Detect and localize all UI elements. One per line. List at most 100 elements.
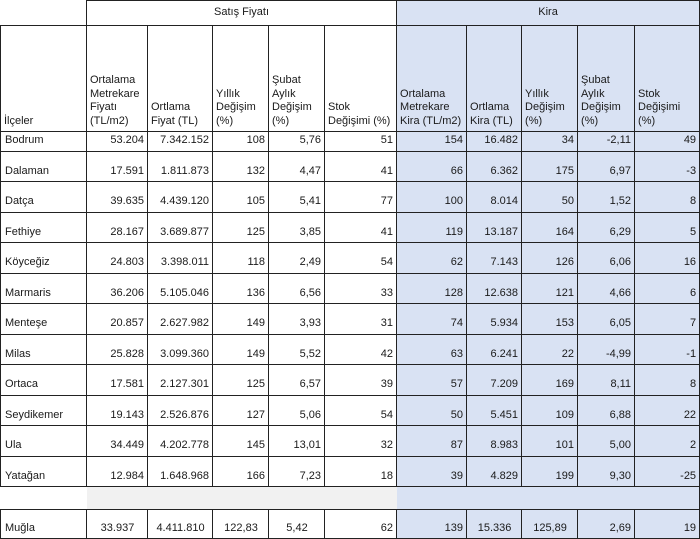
table-row: Menteşe 20.857 2.627.982 149 3,93 31 74 5.934 15…	[0, 303, 700, 335]
total-sale-yearly-change: 122,83	[212, 508, 269, 539]
sale-value-cell: 41	[323, 150, 398, 183]
sale-value-cell: 5,52	[268, 333, 325, 366]
district-name-cell: Menteşe	[0, 303, 87, 335]
sale-value-cell: 3.689.877	[147, 211, 213, 244]
sale-value-cell: 39	[323, 364, 398, 396]
sale-value-cell: 19.143	[86, 394, 148, 427]
spacer-left-cell	[0, 486, 87, 510]
rent-value-cell: 34	[521, 131, 579, 152]
sale-value-cell: 5,06	[268, 394, 325, 427]
sale-value-cell: 118	[212, 242, 269, 274]
rent-value-cell: 4.829	[466, 455, 523, 488]
rent-value-cell: 22	[634, 394, 700, 427]
sale-value-cell: 108	[212, 131, 269, 152]
sale-value-cell: 6,57	[268, 364, 325, 396]
rent-value-cell: 63	[396, 333, 468, 366]
rent-group-header: Kira	[396, 0, 700, 27]
spacer-sale-band	[86, 486, 397, 510]
rent-value-cell: 6.362	[466, 150, 523, 183]
sale-value-cell: 2.627.982	[147, 303, 213, 335]
table-row: Yatağan 12.984 1.648.968 166 7,23 18 39 4.829 19…	[0, 455, 700, 488]
sale-value-cell: 17.591	[86, 150, 148, 183]
rent-value-cell: 8	[634, 364, 700, 396]
total-district-name: Muğla	[0, 508, 87, 539]
rent-value-cell: 57	[396, 364, 468, 396]
table-row: Milas 25.828 3.099.360 149 5,52 42 63 6.241 22 -4…	[0, 333, 700, 366]
table-row: Marmaris 36.206 5.105.046 136 6,56 33 128 12.63…	[0, 272, 700, 305]
rent-value-cell: 22	[521, 333, 579, 366]
rent-value-cell: 7.143	[466, 242, 523, 274]
rent-value-cell: 62	[396, 242, 468, 274]
table-row: Ula 34.449 4.202.778 145 13,01 32 87 8.983 101 5,…	[0, 425, 700, 457]
rent-value-cell: 119	[396, 211, 468, 244]
rent-value-cell: 50	[521, 181, 579, 213]
total-rent-feb-monthly-change: 2,69	[577, 508, 636, 539]
sale-value-cell: 136	[212, 272, 269, 305]
rent-col-header-yearly-change: Yıllık Değişim (%)	[521, 25, 579, 133]
rent-value-cell: 12.638	[466, 272, 523, 305]
sale-value-cell: 20.857	[86, 303, 148, 335]
rent-value-cell: 154	[396, 131, 468, 152]
sale-value-cell: 1.811.873	[147, 150, 213, 183]
total-rent-stock-change: 19	[634, 508, 700, 539]
group-header-row: Satış Fiyatı Kira	[0, 0, 700, 27]
sale-value-cell: 7.342.152	[147, 131, 213, 152]
sale-value-cell: 36.206	[86, 272, 148, 305]
rent-value-cell: 13.187	[466, 211, 523, 244]
district-name-cell: Ortaca	[0, 364, 87, 396]
rent-value-cell: 5.451	[466, 394, 523, 427]
rent-value-cell: 5	[634, 211, 700, 244]
rent-value-cell: 169	[521, 364, 579, 396]
total-sale-stock-change: 62	[323, 508, 398, 539]
rent-value-cell: 126	[521, 242, 579, 274]
sale-value-cell: 2.127.301	[147, 364, 213, 396]
district-rows: Bodrum 53.204 7.342.152 108 5,76 51 154 16.482 3…	[0, 131, 700, 488]
sale-value-cell: 3,93	[268, 303, 325, 335]
sale-value-cell: 51	[323, 131, 398, 152]
sale-value-cell: 4,47	[268, 150, 325, 183]
rent-value-cell: 16.482	[466, 131, 523, 152]
sale-value-cell: 6,56	[268, 272, 325, 305]
sale-value-cell: 4.202.778	[147, 425, 213, 457]
sale-value-cell: 39.635	[86, 181, 148, 213]
sale-value-cell: 4.439.120	[147, 181, 213, 213]
rent-value-cell: 128	[396, 272, 468, 305]
rent-value-cell: 49	[634, 131, 700, 152]
rent-value-cell: 6,05	[577, 303, 636, 335]
table-row: Fethiye 28.167 3.689.877 125 3,85 41 119 13.187…	[0, 211, 700, 244]
spacer-rent-band	[396, 486, 700, 510]
sale-value-cell: 77	[323, 181, 398, 213]
district-name-cell: Milas	[0, 333, 87, 366]
sale-col-header-stock-change: Stok Değişimi (%)	[323, 25, 398, 133]
sale-value-cell: 34.449	[86, 425, 148, 457]
district-name-cell: Datça	[0, 181, 87, 213]
sale-value-cell: 149	[212, 303, 269, 335]
sale-value-cell: 54	[323, 242, 398, 274]
rent-col-header-avg-rent: Ortlama Kira (TL)	[466, 25, 523, 133]
corner-blank-cell	[0, 0, 87, 26]
rent-value-cell: 8	[634, 181, 700, 213]
sale-value-cell: 53.204	[86, 131, 148, 152]
rent-value-cell: -3	[634, 150, 700, 183]
district-name-cell: Fethiye	[0, 211, 87, 244]
rent-value-cell: 100	[396, 181, 468, 213]
sale-value-cell: 5,41	[268, 181, 325, 213]
total-rent-yearly-change: 125,89	[521, 508, 579, 539]
spacer-row	[0, 486, 700, 510]
table-row: Bodrum 53.204 7.342.152 108 5,76 51 154 16.482 3…	[0, 131, 700, 152]
rent-value-cell: 121	[521, 272, 579, 305]
sale-value-cell: 3,85	[268, 211, 325, 244]
sale-value-cell: 127	[212, 394, 269, 427]
rent-col-header-m2-rent: Ortalama Metrekare Kira (TL/m2)	[396, 25, 468, 133]
sale-value-cell: 12.984	[86, 455, 148, 488]
rent-value-cell: 175	[521, 150, 579, 183]
total-sale-feb-monthly-change: 5,42	[268, 508, 325, 539]
sale-value-cell: 7,23	[268, 455, 325, 488]
rent-value-cell: -4,99	[577, 333, 636, 366]
total-rent-m2-rent: 139	[396, 508, 468, 539]
sale-value-cell: 125	[212, 364, 269, 396]
table-row: Dalaman 17.591 1.811.873 132 4,47 41 66 6.362 17…	[0, 150, 700, 183]
total-sale-m2-price: 33.937	[86, 508, 148, 539]
district-name-cell: Ula	[0, 425, 87, 457]
